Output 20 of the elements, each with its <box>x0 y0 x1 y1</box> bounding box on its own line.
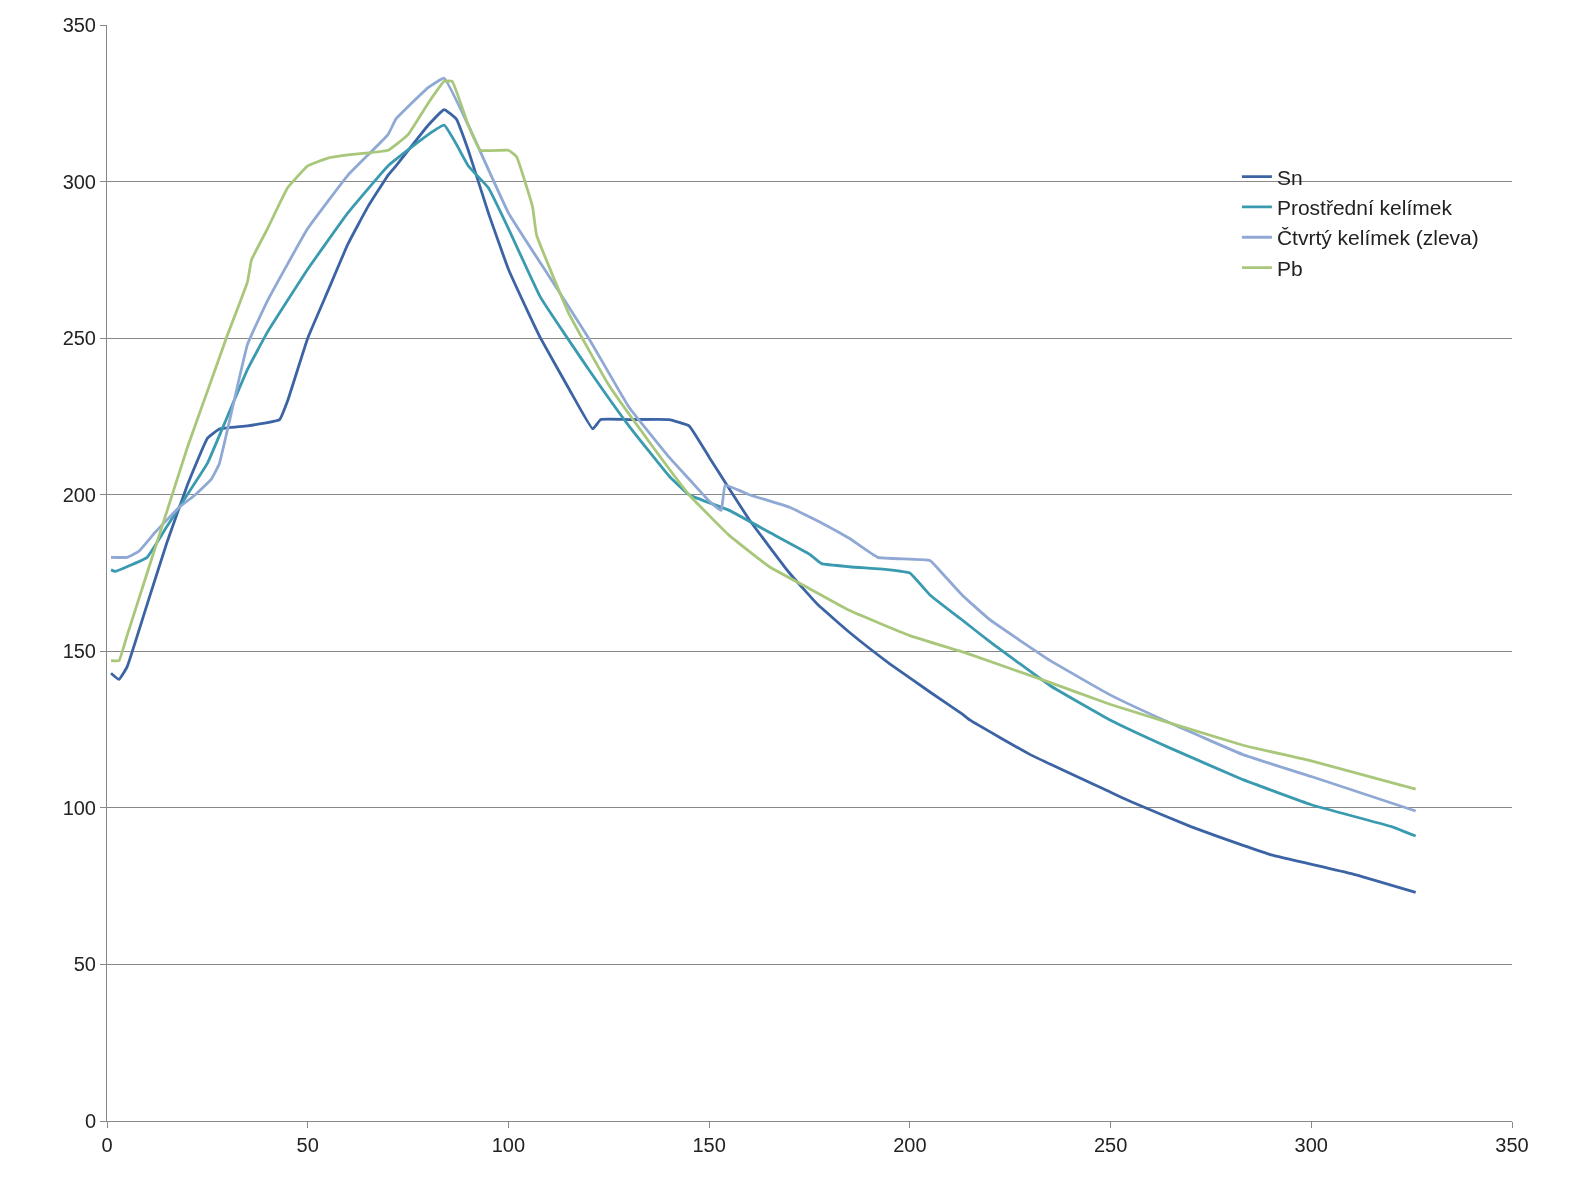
x-tick-label: 0 <box>101 1134 113 1156</box>
y-tick-label: 100 <box>62 796 96 819</box>
y-tick-label: 200 <box>62 483 96 506</box>
y-tick-label: 350 <box>62 14 96 36</box>
legend-label: Pb <box>1276 256 1303 280</box>
x-tick-label: 250 <box>1093 1134 1128 1156</box>
x-tick-label: 200 <box>893 1134 927 1156</box>
legend-label: Prostřední kelímek <box>1276 196 1453 220</box>
x-tick-label: 300 <box>1294 1134 1328 1156</box>
y-tick-label: 50 <box>73 953 96 976</box>
y-tick-label: 150 <box>62 640 96 663</box>
x-tick-label: 100 <box>491 1134 526 1156</box>
legend-label: Sn <box>1276 165 1303 189</box>
legend-label: Čtvrtý kelímek (zleva) <box>1276 226 1479 250</box>
x-tick-label: 50 <box>296 1134 319 1156</box>
x-tick-label: 350 <box>1495 1134 1529 1156</box>
y-tick-label: 300 <box>62 170 96 193</box>
y-tick-label: 250 <box>62 327 96 350</box>
y-tick-label: 0 <box>84 1110 96 1132</box>
x-tick-label: 150 <box>692 1134 726 1156</box>
